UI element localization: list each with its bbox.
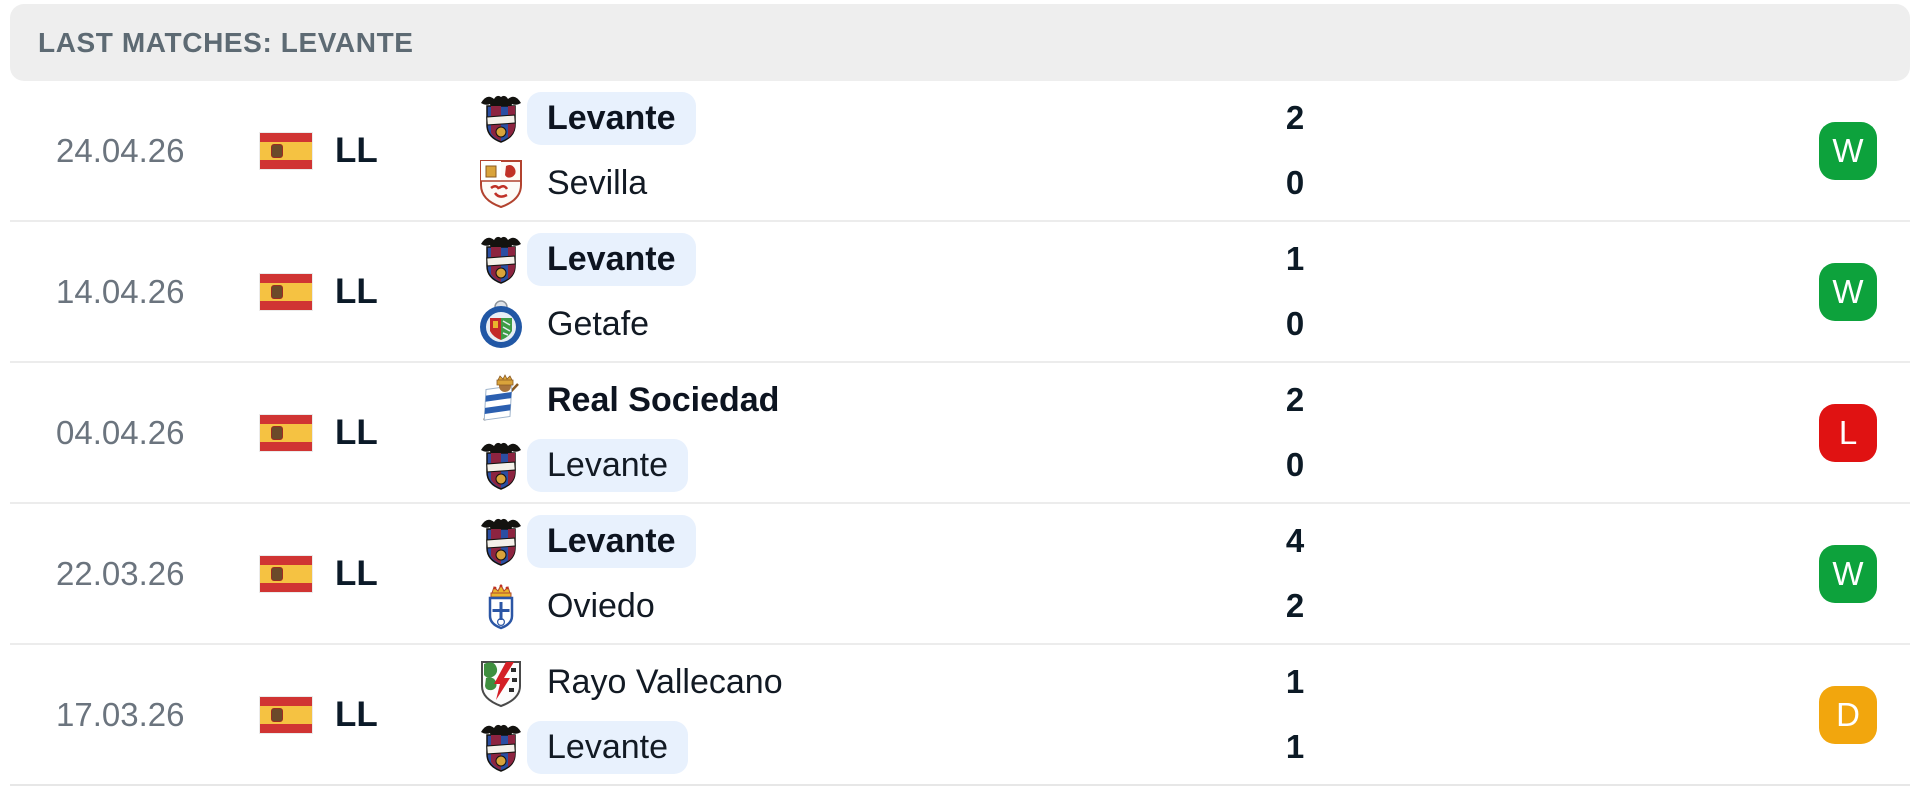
- spain-flag-icon: [260, 555, 312, 592]
- away-team-name[interactable]: Levante: [527, 720, 688, 774]
- away-team-line: Levante 1: [475, 719, 1910, 776]
- away-team-name[interactable]: Sevilla: [547, 163, 648, 202]
- card-title: LAST MATCHES: LEVANTE: [38, 26, 414, 58]
- match-row[interactable]: 04.04.26 LL Real Sociedad 2 Levante 0 L: [10, 363, 1910, 504]
- spain-flag-icon: [260, 414, 312, 451]
- flag-stripe: [260, 705, 312, 724]
- home-team-name[interactable]: Rayo Vallecano: [547, 662, 783, 701]
- real-sociedad-crest-icon: [475, 374, 527, 426]
- away-score: 2: [1285, 587, 1305, 624]
- flag-emblem: [271, 425, 283, 440]
- away-score: 0: [1285, 164, 1305, 201]
- flag-emblem: [271, 707, 283, 722]
- match-row[interactable]: 22.03.26 LL Levante 4 Oviedo 2 W: [10, 504, 1910, 645]
- flag-stripe: [260, 414, 312, 424]
- flag-stripe: [260, 300, 312, 310]
- match-date: 04.04.26: [56, 413, 185, 451]
- flag-stripe: [260, 582, 312, 592]
- home-team-name[interactable]: Levante: [527, 514, 696, 568]
- away-team-line: Levante 0: [475, 437, 1910, 494]
- match-date: 17.03.26: [56, 695, 185, 733]
- result-badge[interactable]: D: [1819, 685, 1877, 744]
- spain-flag-icon: [260, 273, 312, 310]
- levante-crest-icon: [475, 233, 527, 285]
- card-header: LAST MATCHES: LEVANTE: [10, 4, 1910, 81]
- away-team-line: Sevilla 0: [475, 155, 1910, 212]
- levante-crest-icon: [475, 439, 527, 491]
- away-team-name[interactable]: Levante: [527, 438, 688, 492]
- flag-stripe: [260, 441, 312, 451]
- home-team-line: Levante 1: [475, 231, 1910, 288]
- result-badge[interactable]: W: [1819, 262, 1877, 321]
- away-score: 0: [1285, 305, 1305, 342]
- flag-stripe: [260, 273, 312, 283]
- match-row[interactable]: 14.04.26 LL Levante 1 Getafe 0 W: [10, 222, 1910, 363]
- home-score: 1: [1285, 240, 1305, 277]
- result-badge[interactable]: W: [1819, 121, 1877, 180]
- rayo-vallecano-crest-icon: [475, 656, 527, 708]
- competition-code[interactable]: LL: [335, 130, 378, 170]
- last-matches-card: LAST MATCHES: LEVANTE 24.04.26 LL Levant…: [10, 4, 1910, 786]
- away-score: 0: [1285, 446, 1305, 483]
- away-team-name[interactable]: Getafe: [547, 304, 650, 343]
- away-team-name[interactable]: Oviedo: [547, 586, 655, 625]
- levante-crest-icon: [475, 92, 527, 144]
- flag-stripe: [260, 696, 312, 706]
- away-team-line: Getafe 0: [475, 296, 1910, 353]
- flag-emblem: [271, 284, 283, 299]
- match-row[interactable]: 17.03.26 LL Rayo Vallecano 1 Levante 1 D: [10, 645, 1910, 786]
- flag-stripe: [260, 141, 312, 160]
- match-date: 24.04.26: [56, 131, 185, 169]
- home-team-name[interactable]: Levante: [527, 91, 696, 145]
- flag-emblem: [271, 566, 283, 581]
- home-team-name[interactable]: Levante: [527, 232, 696, 286]
- match-date: 14.04.26: [56, 272, 185, 310]
- home-team-line: Levante 4: [475, 513, 1910, 570]
- spain-flag-icon: [260, 696, 312, 733]
- levante-crest-icon: [475, 721, 527, 773]
- match-row[interactable]: 24.04.26 LL Levante 2 Sevilla 0 W: [10, 81, 1910, 222]
- levante-crest-icon: [475, 515, 527, 567]
- flag-stripe: [260, 282, 312, 301]
- flag-stripe: [260, 564, 312, 583]
- flag-stripe: [260, 423, 312, 442]
- flag-stripe: [260, 723, 312, 733]
- getafe-crest-icon: [475, 298, 527, 350]
- competition-code[interactable]: LL: [335, 694, 378, 734]
- sevilla-crest-icon: [475, 157, 527, 209]
- flag-stripe: [260, 159, 312, 169]
- spain-flag-icon: [260, 132, 312, 169]
- home-score: 2: [1285, 99, 1305, 136]
- result-badge[interactable]: L: [1819, 403, 1877, 462]
- home-team-line: Real Sociedad 2: [475, 372, 1910, 429]
- competition-code[interactable]: LL: [335, 553, 378, 593]
- home-score: 1: [1285, 663, 1305, 700]
- competition-code[interactable]: LL: [335, 271, 378, 311]
- flag-stripe: [260, 132, 312, 142]
- home-team-line: Rayo Vallecano 1: [475, 654, 1910, 711]
- home-score: 2: [1285, 381, 1305, 418]
- home-team-line: Levante 2: [475, 90, 1910, 147]
- away-score: 1: [1285, 728, 1305, 765]
- home-score: 4: [1285, 522, 1305, 559]
- away-team-line: Oviedo 2: [475, 578, 1910, 635]
- flag-emblem: [271, 143, 283, 158]
- oviedo-crest-icon: [475, 580, 527, 632]
- competition-code[interactable]: LL: [335, 412, 378, 452]
- result-badge[interactable]: W: [1819, 544, 1877, 603]
- home-team-name[interactable]: Real Sociedad: [547, 380, 780, 419]
- match-date: 22.03.26: [56, 554, 185, 592]
- flag-stripe: [260, 555, 312, 565]
- match-list: 24.04.26 LL Levante 2 Sevilla 0 W 14.04.…: [10, 81, 1910, 786]
